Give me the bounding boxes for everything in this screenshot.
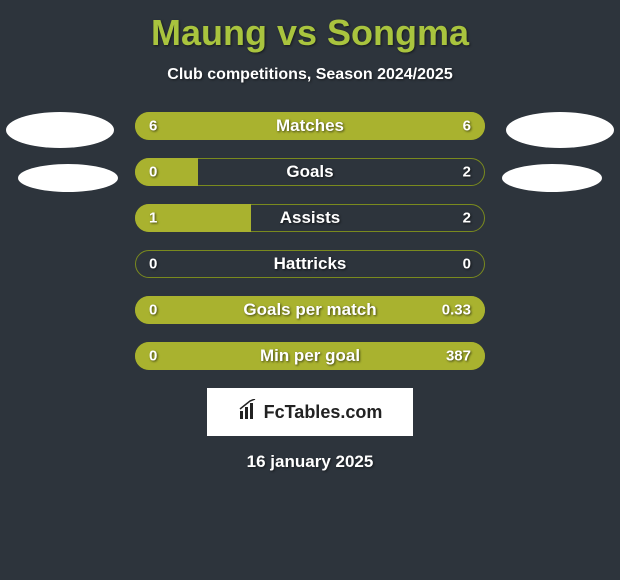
- player2-avatar: [506, 112, 614, 148]
- stat-label: Min per goal: [135, 346, 485, 366]
- stat-row: 0Min per goal387: [135, 342, 485, 370]
- stat-row: 6Matches6: [135, 112, 485, 140]
- stat-value-right: 2: [463, 164, 471, 181]
- subtitle: Club competitions, Season 2024/2025: [0, 66, 620, 84]
- stat-value-right: 6: [463, 118, 471, 135]
- chart-icon: [238, 399, 260, 426]
- page-title: Maung vs Songma: [0, 0, 620, 54]
- date-text: 16 january 2025: [0, 452, 620, 472]
- attribution-logo: FcTables.com: [207, 388, 413, 436]
- stat-value-right: 387: [446, 348, 471, 365]
- player1-avatar-shadow: [18, 164, 118, 192]
- stat-row: 1Assists2: [135, 204, 485, 232]
- stat-label: Assists: [135, 208, 485, 228]
- stat-label: Goals per match: [135, 300, 485, 320]
- player2-avatar-shadow: [502, 164, 602, 192]
- stat-row: 0Goals per match0.33: [135, 296, 485, 324]
- stat-value-right: 0: [463, 256, 471, 273]
- player1-avatar: [6, 112, 114, 148]
- stat-value-right: 0.33: [442, 302, 471, 319]
- stat-label: Goals: [135, 162, 485, 182]
- comparison-card: Maung vs Songma Club competitions, Seaso…: [0, 0, 620, 580]
- player1-name: Maung: [151, 12, 267, 53]
- stat-label: Matches: [135, 116, 485, 136]
- stat-value-right: 2: [463, 210, 471, 227]
- vs-text: vs: [277, 12, 317, 53]
- stat-label: Hattricks: [135, 254, 485, 274]
- stats-area: 6Matches60Goals21Assists20Hattricks00Goa…: [0, 112, 620, 370]
- stat-row: 0Hattricks0: [135, 250, 485, 278]
- player2-name: Songma: [327, 12, 469, 53]
- logo-text: FcTables.com: [264, 402, 383, 423]
- stat-row: 0Goals2: [135, 158, 485, 186]
- stat-bars: 6Matches60Goals21Assists20Hattricks00Goa…: [135, 112, 485, 370]
